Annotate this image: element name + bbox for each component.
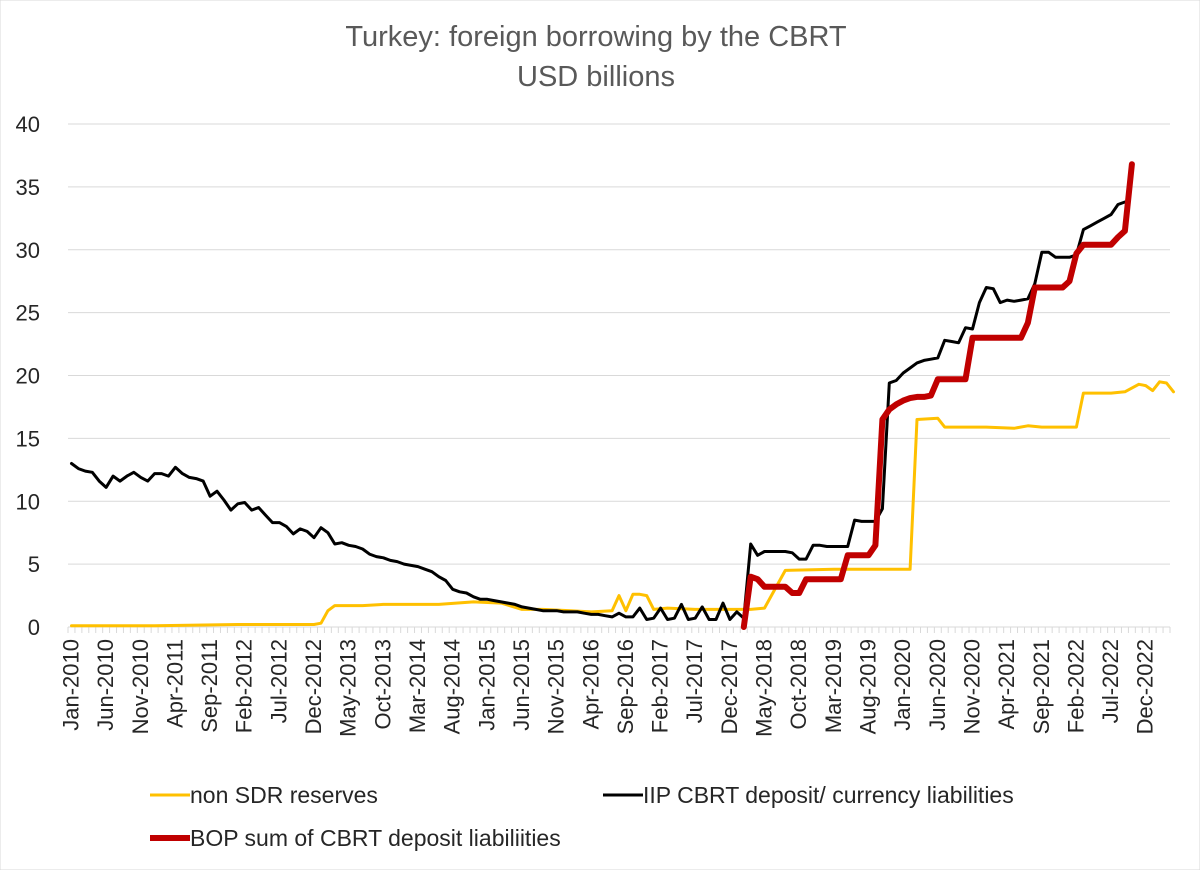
y-tick-label: 10: [16, 489, 40, 514]
legend-label-bop-sum: BOP sum of CBRT deposit liabiliities: [190, 825, 561, 851]
legend-label-iip-cbrt: IIP CBRT deposit/ currency liabilities: [643, 782, 1014, 808]
series-line-0: [70, 380, 1175, 628]
legend-label-non-sdr-reserves: non SDR reserves: [190, 782, 378, 808]
x-axis: Jan-2010 Jun-2010 Nov-2010 Apr-2011 Sep-2011…: [58, 626, 1171, 737]
x-tick-label: Oct-2018: [786, 639, 811, 730]
x-tick-label: Nov-2010: [128, 639, 153, 734]
x-tick-label: Jan-2020: [890, 639, 915, 731]
legend-item-non-sdr-reserves: non SDR reserves: [150, 782, 378, 808]
series-lines: [70, 161, 1175, 630]
x-tick-label: Sep-2016: [613, 639, 638, 734]
x-tick-label: Apr-2021: [994, 639, 1019, 730]
x-tick-label: Jul-2022: [1098, 639, 1123, 723]
y-axis: 0 5 10 15 20 25 30 35 40: [16, 112, 40, 640]
y-tick-label: 5: [28, 552, 40, 577]
x-tick-label: Jan-2015: [474, 639, 499, 731]
x-tick-label: Feb-2012: [232, 639, 257, 733]
y-tick-label: 0: [28, 615, 40, 640]
y-tick-label: 30: [16, 238, 40, 263]
x-tick-label: May-2018: [752, 639, 777, 737]
x-tick-label: Dec-2012: [301, 639, 326, 734]
x-tick-label: Oct-2013: [370, 639, 395, 730]
x-tick-label: Apr-2016: [578, 639, 603, 730]
x-tick-label: Mar-2014: [405, 639, 430, 733]
x-tick-label: Sep-2021: [1029, 639, 1054, 734]
x-tick-label: Sep-2011: [197, 639, 222, 733]
legend-item-iip-cbrt: IIP CBRT deposit/ currency liabilities: [603, 782, 1014, 808]
legend: non SDR reserves IIP CBRT deposit/ curre…: [150, 782, 1014, 851]
x-tick-label: Dec-2017: [717, 639, 742, 734]
x-tick-label: Jun-2020: [925, 639, 950, 731]
x-tick-label: Nov-2015: [544, 639, 569, 734]
series-line-1: [70, 200, 1127, 621]
x-tick-label: Mar-2019: [821, 639, 846, 733]
x-tick-label: Feb-2022: [1063, 639, 1088, 733]
x-tick-label: Jun-2010: [93, 639, 118, 731]
x-tick-label: Jul-2012: [266, 639, 291, 723]
x-tick-label: Feb-2017: [648, 639, 673, 733]
series-line-2: [740, 161, 1135, 630]
y-tick-label: 35: [16, 175, 40, 200]
x-tick-label: Aug-2019: [856, 639, 881, 734]
chart-subtitle: USD billions: [517, 61, 675, 93]
chart-title: Turkey: foreign borrowing by the CBRT: [345, 21, 847, 53]
x-tick-label: Jan-2010: [58, 639, 83, 731]
x-tick-label: Jul-2017: [682, 639, 707, 723]
y-tick-label: 15: [16, 426, 40, 451]
x-tick-label: Dec-2022: [1133, 639, 1158, 734]
x-tick-label: Apr-2011: [162, 639, 187, 728]
y-tick-label: 40: [16, 112, 40, 137]
gridlines: [68, 123, 1170, 565]
y-tick-label: 25: [16, 301, 40, 326]
x-tick-label: May-2013: [336, 639, 361, 737]
x-tick-label: Aug-2014: [440, 639, 465, 734]
legend-item-bop-sum: BOP sum of CBRT deposit liabiliities: [150, 825, 561, 851]
x-tick-label: Nov-2020: [959, 639, 984, 734]
y-tick-label: 20: [16, 364, 40, 389]
x-tick-label: Jun-2015: [509, 639, 534, 731]
